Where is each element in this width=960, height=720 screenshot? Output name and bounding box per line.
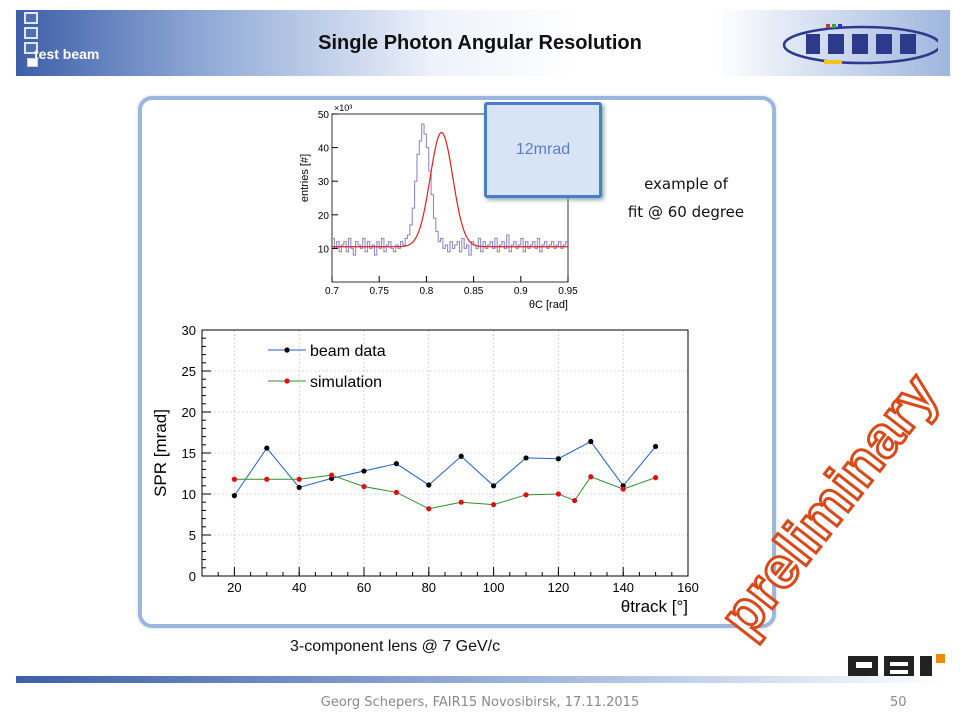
page-number: 50 — [890, 695, 907, 710]
x-tick-label: 20 — [227, 580, 241, 595]
data-point — [555, 456, 561, 462]
series-line-beam-data — [233, 440, 656, 496]
legend-label: simulation — [310, 374, 382, 391]
footer-line — [16, 676, 950, 683]
data-point — [620, 486, 626, 492]
data-point — [653, 475, 659, 481]
x-tick-label: 0.95 — [558, 286, 578, 297]
y-tick-label: 20 — [182, 405, 196, 420]
x-tick-label: 60 — [357, 580, 371, 595]
x-tick-label: 140 — [612, 580, 634, 595]
data-point — [296, 476, 302, 482]
data-point — [231, 476, 237, 482]
y-tick-label: 20 — [318, 211, 330, 222]
data-point — [296, 484, 302, 491]
x-tick-label: 0.75 — [369, 286, 389, 297]
data-point — [393, 461, 399, 467]
header-squares — [24, 12, 38, 57]
y-tick-label: 10 — [182, 487, 196, 502]
legend-label: beam data — [310, 343, 386, 360]
chart-caption: 3-component lens @ 7 GeV/c — [290, 638, 501, 655]
example-text: example of fit @ 60 degree — [606, 170, 766, 226]
data-point — [588, 438, 594, 445]
data-point — [231, 493, 237, 499]
data-point — [361, 484, 367, 490]
data-point — [361, 468, 367, 474]
section-marker — [27, 58, 38, 67]
data-point — [491, 483, 497, 489]
data-point — [458, 499, 464, 505]
preliminary-watermark: preliminary — [708, 360, 948, 649]
y-tick-label: 0 — [189, 569, 196, 584]
slide-title: Single Photon Angular Resolution — [318, 32, 642, 54]
fit-resolution-label: 12mrad — [515, 141, 571, 158]
x-tick-label: 40 — [292, 580, 306, 595]
y-tick-label: 30 — [318, 177, 330, 188]
y-tick-label: 50 — [318, 110, 330, 121]
x-axis-label: θC [rad] — [529, 299, 568, 311]
example-line-2: fit @ 60 degree — [627, 203, 745, 221]
y-tick-label: 40 — [318, 144, 330, 155]
y-axis-label: entries [#] — [299, 154, 311, 202]
y-tick-label: 5 — [189, 528, 196, 543]
data-point — [555, 491, 561, 497]
data-point — [491, 502, 497, 508]
fit-resolution-box: 12mrad — [484, 102, 602, 198]
data-point — [393, 489, 399, 495]
data-point — [426, 482, 432, 488]
x-tick-label: 160 — [677, 580, 699, 595]
data-point — [523, 492, 529, 498]
data-point — [264, 445, 270, 451]
y-multiplier: ×10³ — [334, 103, 352, 113]
x-tick-label: 0.9 — [514, 286, 528, 297]
y-tick-label: 30 — [182, 323, 196, 338]
data-point — [264, 476, 270, 482]
x-tick-label: 100 — [483, 580, 505, 595]
example-line-1: example of — [644, 175, 728, 193]
panda-logo — [782, 24, 938, 65]
section-label: test beam — [34, 46, 100, 62]
y-axis-label: SPR [mrad] — [151, 409, 170, 497]
y-tick-label: 15 — [182, 446, 196, 461]
data-point — [426, 506, 432, 512]
x-tick-label: 80 — [422, 580, 436, 595]
grid — [202, 329, 689, 577]
x-axis-label: θtrack [°] — [621, 597, 688, 616]
gaussian-fit — [332, 131, 568, 248]
x-tick-label: 0.85 — [464, 286, 484, 297]
slide-header — [16, 10, 950, 76]
data-point — [653, 443, 659, 450]
data-point — [572, 497, 578, 504]
data-point — [588, 474, 594, 480]
footer-text: Georg Schepers, FAIR15 Novosibirsk, 17.1… — [320, 695, 640, 710]
data-point — [458, 453, 464, 459]
legend-marker — [284, 378, 290, 384]
y-tick-label: 25 — [182, 364, 196, 379]
legend-marker — [284, 347, 290, 353]
spr-chart: 20 40 60 80 100 120 140 160 0 5 10 15 20 25 30 SPR [mra… — [151, 323, 699, 616]
x-tick-label: 0.8 — [419, 286, 433, 297]
y-tick-label: 10 — [318, 244, 330, 255]
data-point — [523, 455, 529, 461]
x-tick-label: 0.7 — [325, 286, 339, 297]
preliminary-text: preliminary — [708, 362, 948, 648]
data-point — [329, 472, 335, 478]
x-tick-label: 120 — [548, 580, 570, 595]
